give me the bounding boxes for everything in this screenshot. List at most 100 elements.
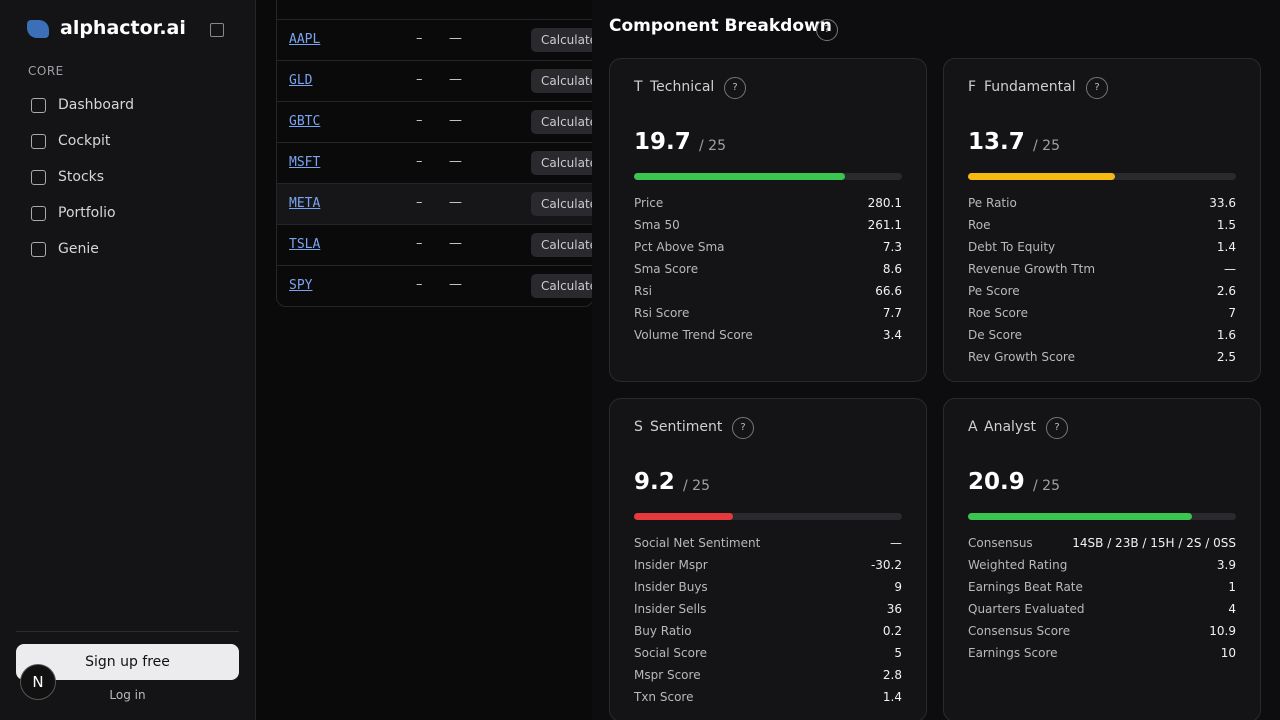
metric-label: Pct Above Sma: [634, 240, 725, 254]
calculate-button[interactable]: Calculate: [531, 28, 593, 52]
help-button[interactable]: ?: [816, 19, 838, 41]
cell: –: [416, 236, 423, 251]
metric-label: Sma Score: [634, 262, 699, 276]
metric-label: Roe: [968, 218, 991, 232]
metric-value: 10.9: [1209, 624, 1236, 638]
avatar-badge[interactable]: N: [20, 664, 56, 700]
nav-item[interactable]: Dashboard: [58, 97, 134, 113]
metric-value: 7: [1228, 306, 1236, 320]
help-button[interactable]: ?: [1046, 417, 1068, 439]
nav-icon: [31, 206, 46, 221]
metric-value: 1.4: [882, 690, 902, 704]
ticker-link[interactable]: TSLA: [289, 237, 321, 252]
help-button[interactable]: ?: [732, 417, 754, 439]
metric-value: 280.1: [867, 196, 902, 210]
metric-value: —: [890, 536, 902, 550]
card-name: Sentiment: [650, 419, 723, 435]
stock-table: AAPL – — Calculate GLD – — Calculate GBTC – — Calcu…: [276, 0, 594, 307]
help-button[interactable]: ?: [1086, 77, 1108, 99]
metric-value: 2.5: [1216, 350, 1236, 364]
table-row: GBTC – — Calculate: [277, 101, 593, 142]
metric-label: Social Net Sentiment: [634, 536, 761, 550]
metric-label: Pe Ratio: [968, 196, 1017, 210]
logo: [27, 20, 49, 38]
metric-label: Social Score: [634, 646, 708, 660]
metric-label: Sma 50: [634, 218, 680, 232]
ticker-link[interactable]: MSFT: [289, 155, 321, 170]
sidebar: alphactor.ai CORE Dashboard Cockpit Stocks Po…: [0, 0, 256, 720]
calculate-button[interactable]: Calculate: [531, 233, 593, 257]
table-row: AAPL – — Calculate: [277, 19, 593, 60]
metric-value: 33.6: [1209, 196, 1236, 210]
score-card: S Sentiment? 9.2 / 25 Social Net Sentiment — I…: [609, 398, 927, 720]
metric-value: 261.1: [867, 218, 902, 232]
metric-label: Volume Trend Score: [634, 328, 753, 342]
metric-label: Roe Score: [968, 306, 1028, 320]
ticker-link[interactable]: AAPL: [289, 32, 321, 47]
metric-value: 3.9: [1216, 558, 1236, 572]
cell: —: [449, 31, 462, 46]
ticker-link[interactable]: SPY: [289, 278, 313, 293]
cell: –: [416, 31, 423, 46]
nav-item[interactable]: Portfolio: [58, 205, 116, 221]
metric-value: 1: [1228, 580, 1236, 594]
metric-label: Quarters Evaluated: [968, 602, 1085, 616]
progress-fill: [968, 173, 1115, 180]
score-card: F Fundamental? 13.7 / 25 Pe Ratio 33.6 Roe 1.5 D…: [943, 58, 1261, 382]
cell: –: [416, 195, 423, 210]
table-row: MSFT – — Calculate: [277, 142, 593, 183]
calculate-button[interactable]: Calculate: [531, 110, 593, 134]
metric-label: Weighted Rating: [968, 558, 1068, 572]
cell: —: [449, 113, 462, 128]
card-letter: S: [634, 419, 643, 435]
cell: –: [416, 277, 423, 292]
table-row: GLD – — Calculate: [277, 60, 593, 101]
card-name: Technical: [650, 79, 715, 95]
login-link[interactable]: Log in: [109, 688, 146, 702]
metric-value: —: [1224, 262, 1236, 276]
table-row: SPY – — Calculate: [277, 265, 593, 306]
calculate-button[interactable]: Calculate: [531, 274, 593, 298]
metric-value: 7.3: [882, 240, 902, 254]
progress-track: [634, 173, 902, 180]
collapse-button[interactable]: [210, 23, 224, 37]
metric-label: Insider Sells: [634, 602, 707, 616]
metric-value: 10: [1220, 646, 1236, 660]
nav-item[interactable]: Stocks: [58, 169, 105, 185]
calculate-button[interactable]: Calculate: [531, 69, 593, 93]
metric-value: 14SB / 23B / 15H / 2S / 0SS: [1072, 536, 1236, 550]
nav-item[interactable]: Cockpit: [58, 133, 111, 149]
metric-label: Debt To Equity: [968, 240, 1056, 254]
metric-value: 2.6: [1216, 284, 1236, 298]
nav-icon: [31, 134, 46, 149]
ticker-link[interactable]: GLD: [289, 73, 313, 88]
ticker-link[interactable]: META: [289, 196, 321, 211]
metric-value: 1.4: [1216, 240, 1236, 254]
ticker-link[interactable]: GBTC: [289, 114, 321, 129]
metric-label: Rev Growth Score: [968, 350, 1075, 364]
help-button[interactable]: ?: [724, 77, 746, 99]
nav-item[interactable]: Genie: [58, 241, 99, 257]
metric-label: Price: [634, 196, 664, 210]
metric-label: Pe Score: [968, 284, 1020, 298]
cell: —: [449, 72, 462, 87]
score-card: T Technical? 19.7 / 25 Price 280.1 Sma 50 261.1…: [609, 58, 927, 382]
cell: —: [449, 154, 462, 169]
score: 20.9: [968, 469, 1025, 495]
calculate-button[interactable]: Calculate: [531, 192, 593, 216]
card-name: Fundamental: [984, 79, 1076, 95]
score-max: / 25: [1033, 138, 1060, 154]
metric-value: 3.4: [882, 328, 902, 342]
progress-fill: [968, 513, 1193, 520]
cell: –: [416, 154, 423, 169]
cell: –: [416, 113, 423, 128]
metric-label: Rsi: [634, 284, 652, 298]
card-letter: F: [968, 79, 977, 95]
nav-icon: [31, 170, 46, 185]
brand: alphactor.ai: [60, 17, 186, 39]
metric-value: 8.6: [882, 262, 902, 276]
calculate-button[interactable]: Calculate: [531, 151, 593, 175]
metric-label: Consensus: [968, 536, 1033, 550]
metric-label: Buy Ratio: [634, 624, 692, 638]
metric-label: Rsi Score: [634, 306, 690, 320]
